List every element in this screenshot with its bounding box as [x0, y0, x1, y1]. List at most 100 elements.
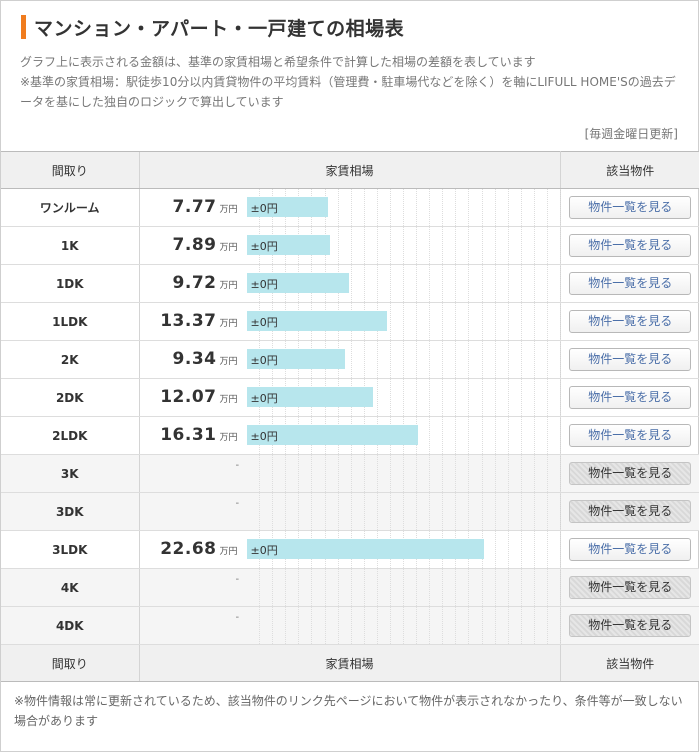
view-listings-button[interactable]: 物件一覧を見る: [569, 538, 692, 561]
grid-line: [415, 303, 417, 340]
grid-line: [258, 493, 260, 530]
grid-line: [284, 607, 286, 644]
rent-cell-inner: -: [140, 493, 561, 530]
grid-line: [454, 227, 456, 264]
grid-line: [389, 569, 391, 606]
grid-line: [363, 569, 365, 606]
listings-cell: 物件一覧を見る: [560, 454, 699, 493]
grid-line: [520, 341, 522, 378]
table-row: 3DK - 物件一覧を見る: [1, 492, 699, 531]
grid-line: [454, 455, 456, 492]
rent-cell: -: [138, 606, 561, 645]
view-listings-button[interactable]: 物件一覧を見る: [569, 576, 692, 599]
grid-line: [415, 189, 417, 226]
view-listings-button[interactable]: 物件一覧を見る: [569, 234, 692, 257]
grid-line: [324, 493, 326, 530]
grid-line: [441, 265, 443, 302]
grid-line: [415, 455, 417, 492]
grid-line: [297, 493, 299, 530]
grid-line: [467, 303, 469, 340]
grid-line: [507, 379, 509, 416]
table-row: ワンルーム 7.77 万円 ±0円 物件一覧を見る: [1, 188, 699, 227]
rent-cell-inner: 13.37 万円 ±0円: [140, 303, 561, 340]
grid-line: [337, 189, 339, 226]
rent-cell-inner: 22.68 万円 ±0円: [140, 531, 561, 568]
grid-line: [310, 455, 312, 492]
rent-amount: 9.72 万円: [173, 273, 238, 293]
grid-line: [402, 493, 404, 530]
grid-line: [324, 455, 326, 492]
grid-line: [520, 607, 522, 644]
grid-line: [520, 569, 522, 606]
grid-line: [428, 607, 430, 644]
grid-line: [559, 607, 561, 644]
rent-cell-inner: 9.34 万円 ±0円: [140, 341, 561, 378]
rent-price: 9.34: [172, 349, 217, 369]
rent-bar-chart: [246, 493, 561, 530]
view-listings-button[interactable]: 物件一覧を見る: [569, 196, 692, 219]
grid-line: [376, 379, 378, 416]
grid-line: [494, 569, 496, 606]
grid-line: [350, 341, 352, 378]
rent-amount: 13.37 万円: [160, 311, 237, 331]
grid-line: [415, 569, 417, 606]
grid-line: [533, 189, 535, 226]
grid-line: [428, 493, 430, 530]
rent-price: 7.77: [172, 197, 217, 217]
rent-bar-chart: ±0円: [246, 265, 561, 302]
grid-line: [481, 189, 483, 226]
grid-line: [520, 493, 522, 530]
table-row: 4K - 物件一覧を見る: [1, 568, 699, 607]
no-data-dash: -: [235, 460, 240, 471]
listings-cell: 物件一覧を見る: [560, 378, 699, 417]
rent-diff: ±0円: [250, 202, 278, 215]
grid-line: [258, 607, 260, 644]
view-listings-button[interactable]: 物件一覧を見る: [569, 424, 692, 447]
table-footer-row: 間取り 家賃相場 該当物件: [1, 644, 699, 682]
view-listings-button[interactable]: 物件一覧を見る: [569, 462, 692, 485]
grid-line: [494, 493, 496, 530]
grid-line: [520, 303, 522, 340]
grid-line: [389, 303, 391, 340]
table-row: 1DK 9.72 万円 ±0円 物件一覧を見る: [1, 264, 699, 303]
rent-amount: 12.07 万円: [160, 387, 237, 407]
table-row: 2K 9.34 万円 ±0円 物件一覧を見る: [1, 340, 699, 379]
rent-diff: ±0円: [250, 354, 278, 367]
layout-label: ワンルーム: [1, 188, 139, 227]
rent-price: 16.31: [160, 425, 217, 445]
grid-line: [559, 455, 561, 492]
listings-cell: 物件一覧を見る: [560, 340, 699, 379]
grid-line: [376, 569, 378, 606]
grid-line: [559, 341, 561, 378]
view-listings-button[interactable]: 物件一覧を見る: [569, 386, 692, 409]
grid-line: [428, 265, 430, 302]
grid-line: [310, 607, 312, 644]
view-listings-button[interactable]: 物件一覧を見る: [569, 500, 692, 523]
grid-line: [389, 493, 391, 530]
grid-line: [376, 341, 378, 378]
description-line: グラフ上に表示される金額は、基準の家賃相場と希望条件で計算した相場の差額を表して…: [20, 55, 536, 69]
grid-line: [297, 455, 299, 492]
rent-price: 7.89: [172, 235, 217, 255]
grid-line: [454, 303, 456, 340]
grid-line: [533, 531, 535, 568]
grid-line: [350, 227, 352, 264]
grid-line: [467, 569, 469, 606]
grid-line: [337, 455, 339, 492]
rent-bar: [246, 197, 328, 217]
grid-line: [324, 569, 326, 606]
view-listings-button[interactable]: 物件一覧を見る: [569, 272, 692, 295]
view-listings-button[interactable]: 物件一覧を見る: [569, 310, 692, 333]
rent-price: 22.68: [160, 539, 217, 559]
grid-line: [507, 417, 509, 454]
view-listings-button[interactable]: 物件一覧を見る: [569, 614, 692, 637]
grid-line: [402, 569, 404, 606]
grid-line: [533, 417, 535, 454]
grid-line: [559, 303, 561, 340]
grid-line: [507, 493, 509, 530]
view-listings-button[interactable]: 物件一覧を見る: [569, 348, 692, 371]
grid-line: [363, 607, 365, 644]
table-body: ワンルーム 7.77 万円 ±0円 物件一覧を見る 1K 7.89 万円 ±0円 物件一覧を見る 1…: [1, 188, 699, 645]
grid-line: [310, 493, 312, 530]
